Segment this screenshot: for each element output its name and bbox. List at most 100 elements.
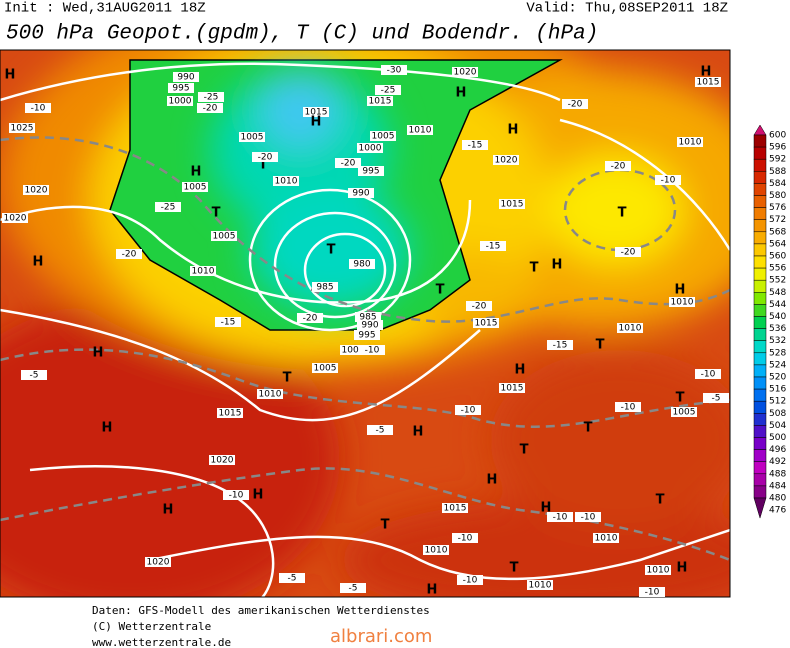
colorbar-label: 520 [769, 373, 786, 383]
contour-label: 1020 [495, 156, 518, 166]
label-box [562, 99, 588, 109]
colorbar-label: 540 [769, 312, 786, 322]
footer-source: Daten: GFS-Modell des amerikanischen Wet… [92, 604, 430, 617]
colorbar-label: 492 [769, 457, 786, 467]
colorbar-label: 560 [769, 252, 786, 262]
label-box [168, 83, 194, 93]
colorbar-cell [753, 304, 767, 317]
pressure-center: H [675, 283, 686, 298]
contour-label: 990 [177, 73, 194, 83]
colorbar-label: 564 [769, 239, 786, 249]
label-box [381, 65, 407, 75]
label-box [348, 188, 374, 198]
contour-label: 1000 [359, 144, 382, 154]
pressure-center: T [618, 206, 627, 221]
footer-url: www.wetterzentrale.de [92, 636, 231, 648]
colorbar-label: 568 [769, 227, 786, 237]
label-box [239, 132, 265, 142]
colorbar-cell [753, 449, 767, 462]
colorbar-cell [753, 292, 767, 305]
contour-label: -15 [221, 318, 236, 328]
label-box [575, 512, 601, 522]
label-box [173, 72, 199, 82]
temperature-contours [0, 136, 730, 562]
contour-label: 980 [353, 260, 370, 270]
pressure-center: H [191, 165, 202, 180]
contour-label: -25 [381, 86, 396, 96]
label-box [669, 297, 695, 307]
colorbar-label: 524 [769, 360, 786, 370]
label-box [297, 313, 323, 323]
pressure-center: T [283, 371, 292, 386]
label-box [198, 92, 224, 102]
contour-label: 1015 [305, 108, 328, 118]
colorbar-label: 512 [769, 397, 786, 407]
contour-label: -10 [581, 513, 596, 523]
colorbar-cell [753, 400, 767, 414]
colorbar-cell [753, 413, 767, 426]
colorbar-label: 484 [769, 481, 786, 491]
pressure-center: H [163, 503, 174, 518]
colorbar-label: 488 [769, 469, 786, 479]
pressure-center: T [596, 338, 605, 353]
contour-label: -20 [621, 248, 636, 258]
contour-label: -25 [161, 203, 176, 213]
contour-label: 990 [361, 321, 378, 331]
contour-label: -10 [461, 406, 476, 416]
label-box [358, 166, 384, 176]
label-box [367, 96, 393, 106]
footer-copyright: (C) Wetterzentrale [92, 620, 211, 633]
contour-label: -10 [553, 513, 568, 523]
colorbar-label: 576 [769, 203, 786, 213]
label-box [190, 266, 216, 276]
label-box [617, 323, 643, 333]
label-box [116, 249, 142, 259]
pressure-center: T [212, 206, 221, 221]
label-box [354, 330, 380, 340]
colorbar-label: 584 [769, 179, 786, 189]
contour-label: 1005 [673, 408, 696, 418]
map-title: 500 hPa Geopot.(gpdm), T (C) und Bodendr… [6, 23, 598, 46]
colorbar: 600 596 592 588 584 580 576 572 568 564 560 556 552 5… [753, 124, 786, 519]
label-box [455, 405, 481, 415]
contour-label: 1000 [169, 97, 192, 107]
colorbar-cell [753, 328, 767, 341]
pressure-center: H [33, 255, 44, 270]
label-box [223, 490, 249, 500]
colorbar-label: 592 [769, 155, 786, 165]
colorbar-label: 536 [769, 324, 786, 334]
colorbar-cell [753, 352, 767, 366]
contour-label: 1005 [213, 232, 236, 242]
contour-label: 1015 [444, 504, 467, 514]
pressure-center: H [413, 425, 424, 440]
contour-label: -20 [258, 153, 273, 163]
contour-label: 1015 [369, 97, 392, 107]
pressure-center: H [552, 258, 563, 273]
contour-label: -20 [122, 250, 137, 260]
colorbar-cell [753, 425, 767, 438]
contour-label: 990 [352, 189, 369, 199]
contour-label: 1025 [11, 124, 34, 134]
colorbar-cell [753, 267, 767, 281]
colorbar-cell [753, 473, 767, 487]
contour-label: 1015 [219, 409, 242, 419]
contour-label: 1020 [147, 558, 170, 568]
label-box [25, 103, 51, 113]
label-box [312, 282, 338, 292]
colorbar-label: 588 [769, 167, 786, 177]
contour-label: 1010 [619, 324, 642, 334]
label-box [499, 383, 525, 393]
pressure-center: T [584, 421, 593, 436]
colorbar-label: 516 [769, 385, 786, 395]
colorbar-cell [753, 183, 767, 196]
pressure-center: H [93, 346, 104, 361]
colorbar-cell [753, 146, 767, 160]
label-box [349, 259, 375, 269]
contour-label: 1010 [409, 126, 432, 136]
label-box [182, 182, 208, 192]
label-box [593, 533, 619, 543]
pressure-center: H [701, 65, 712, 80]
contour-label: 1005 [184, 183, 207, 193]
contour-label: 1000 [342, 346, 365, 356]
